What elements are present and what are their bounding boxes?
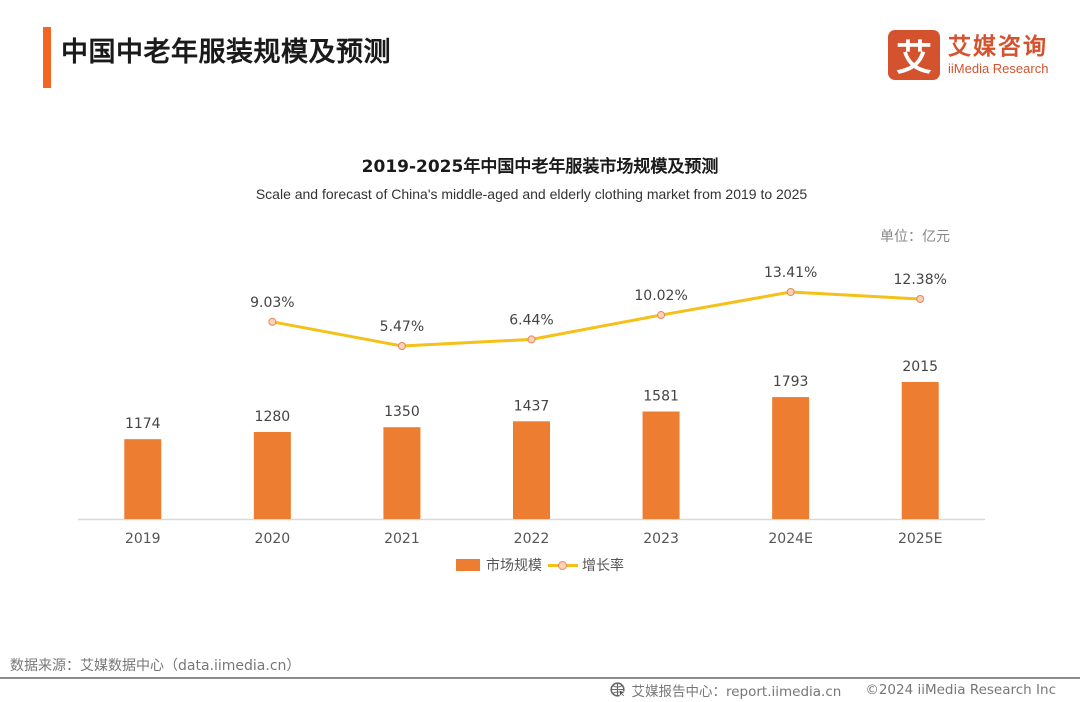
logo-text: 艾媒咨询 iiMedia Research xyxy=(948,33,1048,77)
footer-divider xyxy=(0,677,1080,679)
x-tick-label-2020: 2020 xyxy=(255,531,291,547)
logo-mark-icon: 艾 xyxy=(888,30,940,80)
growth-point-2023 xyxy=(657,311,666,320)
bar-label-2021: 1350 xyxy=(384,404,420,420)
chart-title: 2019-2025年中国中老年服装市场规模及预测 xyxy=(361,157,719,177)
chart-legend: 市场规模 增长率 xyxy=(0,555,1080,575)
growth-label-2024E: 13.41% xyxy=(764,265,817,281)
bar-2020 xyxy=(253,431,291,519)
page-title: 中国中老年服装规模及预测 xyxy=(61,37,391,68)
growth-point-2022 xyxy=(527,335,536,344)
growth-point-2020 xyxy=(268,317,277,326)
growth-label-2020: 9.03% xyxy=(250,295,294,311)
x-tick-label-2024E: 2024E xyxy=(768,531,812,547)
bar-label-2020: 1280 xyxy=(255,409,291,425)
logo-cn-name: 艾媒咨询 xyxy=(948,34,1048,60)
title-accent-bar xyxy=(43,27,51,88)
bar-label-2022: 1437 xyxy=(514,398,550,414)
x-tick-label-2023: 2023 xyxy=(643,531,679,547)
bar-2024E xyxy=(772,397,810,519)
bar-label-2025E: 2015 xyxy=(902,359,938,375)
bar-label-2023: 1581 xyxy=(643,389,679,405)
bar-2023 xyxy=(642,411,680,519)
legend-line-marker-icon xyxy=(548,558,578,572)
report-center-link[interactable]: 艾媒报告中心：report.iimedia.cn xyxy=(631,684,842,700)
logo-en-name: iiMedia Research xyxy=(948,61,1049,76)
bar-2022 xyxy=(513,421,550,519)
bar-label-2019: 1174 xyxy=(125,416,161,432)
growth-label-2025E: 12.38% xyxy=(894,272,947,288)
globe-cursor-icon xyxy=(610,682,627,698)
legend-bar-swatch xyxy=(456,559,480,571)
footer: 艾媒报告中心：report.iimedia.cn ©2024 iiMedia R… xyxy=(610,680,1056,700)
growth-label-2022: 6.44% xyxy=(509,312,553,328)
iimedia-logo: 艾 艾媒咨询 iiMedia Research xyxy=(888,30,1048,80)
growth-point-2025E xyxy=(916,295,925,304)
bar-label-2024E: 1793 xyxy=(773,374,809,390)
growth-point-2024E xyxy=(786,288,795,296)
growth-rate-line xyxy=(272,290,921,348)
bar-2021 xyxy=(383,427,421,519)
data-source: 数据来源：艾媒数据中心（data.iimedia.cn） xyxy=(10,658,301,674)
x-tick-label-2025E: 2025E xyxy=(898,531,942,547)
growth-label-2023: 10.02% xyxy=(634,288,687,304)
bar-2019 xyxy=(124,439,162,519)
copyright: ©2024 iiMedia Research Inc xyxy=(865,682,1056,698)
growth-label-2021: 5.47% xyxy=(380,319,424,335)
legend-label-market-size: 市场规模 xyxy=(486,558,542,574)
x-tick-label-2019: 2019 xyxy=(125,531,161,547)
legend-label-growth-rate: 增长率 xyxy=(582,558,624,574)
x-tick-label-2022: 2022 xyxy=(514,531,550,547)
bar-2025E xyxy=(901,382,939,519)
x-tick-label-2021: 2021 xyxy=(384,531,420,547)
growth-point-2021 xyxy=(397,342,406,350)
chart-subtitle: Scale and forecast of China's middle-age… xyxy=(255,186,808,202)
unit-label: 单位：亿元 xyxy=(880,229,950,245)
